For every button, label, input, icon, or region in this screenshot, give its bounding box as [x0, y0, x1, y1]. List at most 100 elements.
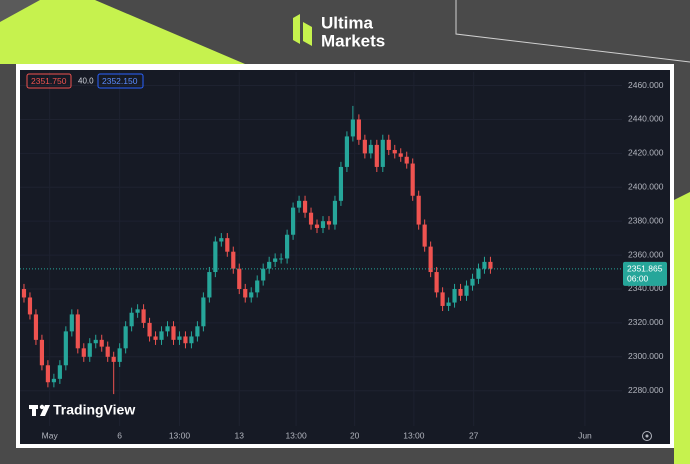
decor-line	[455, 0, 690, 63]
watermark-icon	[40, 405, 50, 416]
candle-body	[338, 166, 344, 201]
candle-body	[290, 207, 296, 235]
candle-body	[21, 288, 27, 298]
candle-body	[63, 331, 68, 366]
candle-body	[398, 153, 403, 157]
candle-body	[243, 288, 248, 298]
x-tick-label: May	[42, 430, 59, 440]
candle-body	[27, 297, 33, 315]
candle-body	[476, 268, 481, 279]
candle-body	[392, 149, 397, 154]
x-tick-label: Jun	[578, 430, 592, 440]
x-tick-label: 13:00	[169, 430, 191, 440]
candle-body	[153, 336, 158, 340]
x-tick-label: 6	[117, 430, 122, 440]
y-tick-label: 2460.000	[628, 80, 664, 90]
candle-body	[165, 326, 170, 332]
settings-icon[interactable]	[645, 434, 649, 438]
settings-icon[interactable]	[642, 431, 652, 441]
candle-body	[87, 343, 92, 357]
candle-body	[219, 238, 224, 242]
candle-body	[183, 336, 188, 344]
candle-body	[482, 261, 487, 269]
candle-body	[326, 221, 332, 225]
settings-icon[interactable]	[642, 431, 652, 441]
candle-body	[446, 302, 451, 306]
y-tick-label: 2440.000	[628, 114, 664, 124]
candle-body	[99, 339, 104, 347]
candle-body	[225, 238, 230, 252]
y-tick-label: 2300.000	[628, 351, 664, 361]
candle-body	[75, 314, 80, 349]
candle-body	[69, 314, 74, 332]
candle-body	[434, 272, 439, 293]
accent-shape	[674, 192, 690, 464]
candle-body	[189, 336, 194, 344]
candle-body	[302, 200, 308, 213]
candle-body	[57, 365, 62, 379]
candle-body	[147, 322, 152, 337]
logo: Ultima Markets	[293, 13, 385, 50]
y-tick-label: 2340.000	[628, 283, 664, 293]
candle-body	[273, 258, 278, 262]
candle-body	[285, 234, 290, 259]
candle-body	[249, 292, 254, 298]
candle-body	[33, 314, 39, 340]
last-price-badge	[623, 261, 667, 286]
candle-body	[111, 356, 116, 362]
last-price-label: 2351.865	[627, 264, 663, 274]
candle-body	[410, 163, 415, 196]
candle-body	[279, 258, 284, 260]
candle-body	[231, 251, 236, 269]
accent-shape	[0, 0, 40, 22]
candle-body	[404, 156, 409, 164]
candle-body	[117, 348, 122, 362]
candle-body	[458, 288, 463, 296]
ask-box	[97, 73, 144, 89]
y-tick-label: 2420.000	[628, 148, 664, 158]
ask-label: 2352.150	[102, 76, 138, 86]
logo-text: Ultima	[321, 13, 374, 32]
y-tick-label: 2360.000	[628, 249, 664, 259]
candle-body	[51, 378, 56, 383]
watermark-icon	[39, 404, 45, 410]
candle-body	[470, 278, 475, 286]
candle-body	[296, 200, 302, 208]
candle-body	[356, 119, 361, 140]
candle-body	[81, 348, 86, 357]
candle-body	[39, 339, 45, 366]
candle-body	[422, 224, 427, 247]
candle-body	[344, 136, 350, 167]
candle-body	[93, 339, 98, 344]
candle-body	[440, 292, 445, 306]
candle-body	[213, 241, 218, 273]
candle-body	[129, 312, 134, 327]
candle-body	[255, 280, 260, 293]
candle-body	[207, 272, 212, 298]
candle-body	[428, 246, 433, 273]
candle-body	[201, 297, 206, 327]
y-tick-label: 2320.000	[628, 317, 664, 327]
accent-shape	[0, 0, 245, 64]
candle-body	[368, 144, 373, 154]
candle-body	[314, 224, 320, 228]
watermark-text: TradingView	[53, 402, 135, 418]
candle-body	[135, 309, 140, 313]
bid-box	[26, 73, 72, 89]
candle-body	[362, 139, 367, 154]
x-tick-label: 27	[469, 430, 479, 440]
candle-body	[105, 346, 110, 357]
candle-body	[177, 336, 182, 340]
candle-body	[141, 309, 146, 323]
logo-mark	[293, 14, 300, 44]
y-tick-label: 2280.000	[628, 385, 664, 395]
candle-body	[261, 268, 266, 281]
x-tick-label: 13:00	[403, 430, 425, 440]
candle-body	[452, 288, 457, 303]
y-tick-label: 2400.000	[628, 182, 664, 192]
y-tick-label: 2380.000	[628, 215, 664, 225]
logo-text: Markets	[321, 31, 385, 50]
candle-body	[374, 144, 379, 167]
